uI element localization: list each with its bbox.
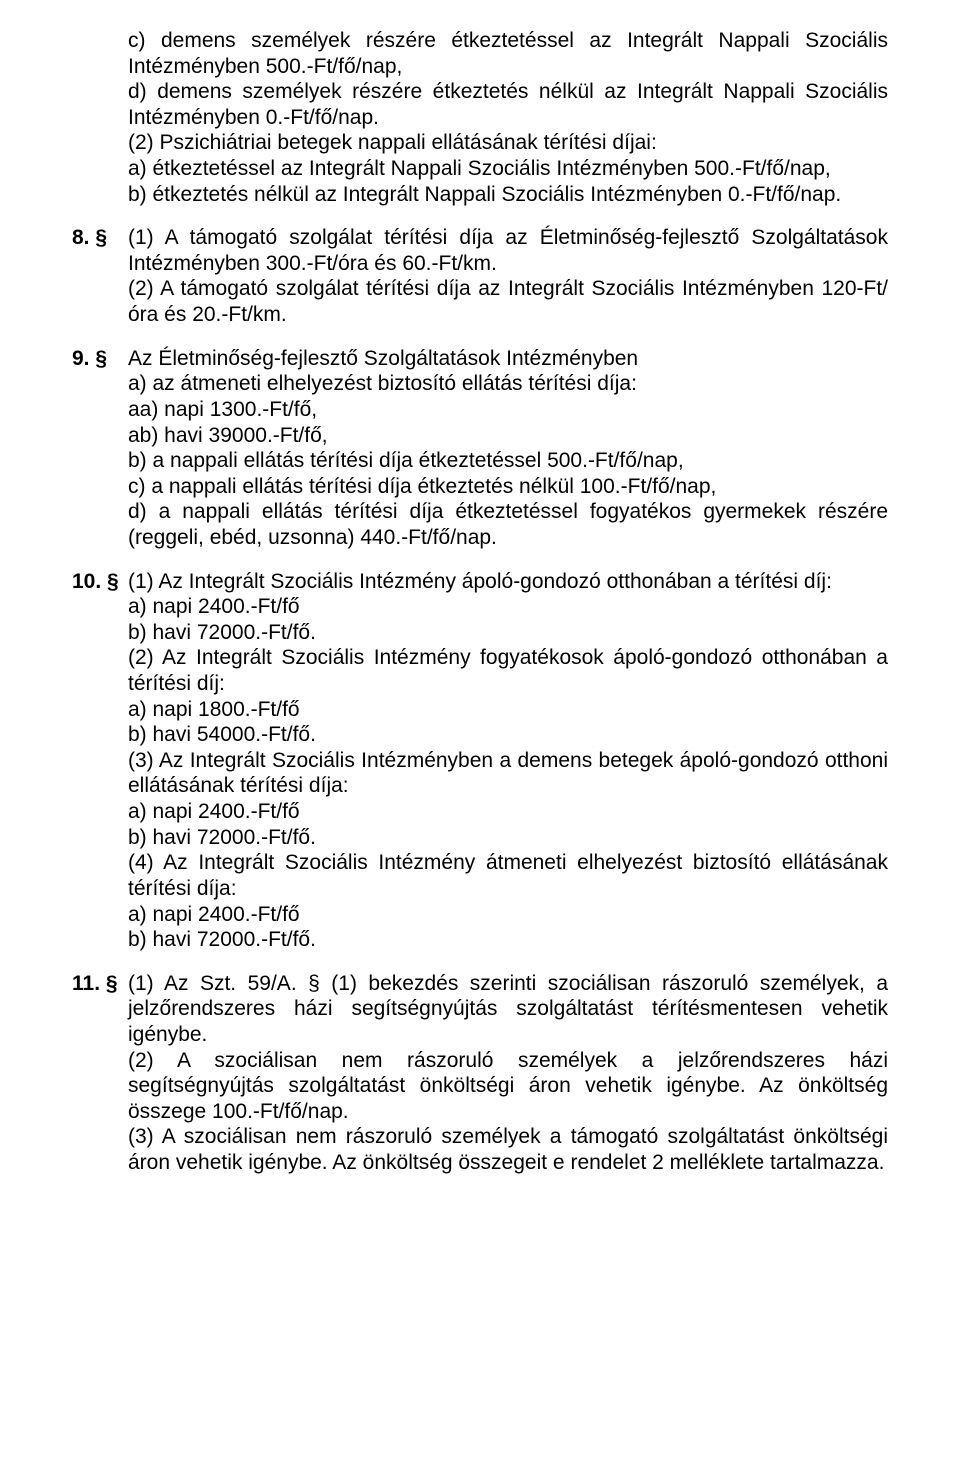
intro-p2-b: b) étkeztetés nélkül az Integrált Nappal… <box>128 182 888 208</box>
section-11-p2: (2) A szociálisan nem rászoruló személye… <box>128 1048 888 1125</box>
section-10-p3a: a) napi 2400.-Ft/fő <box>128 799 888 825</box>
section-11-num: 11. § <box>72 971 128 997</box>
section-10-p2a: a) napi 1800.-Ft/fő <box>128 697 888 723</box>
section-9-c: c) a nappali ellátás térítési díja étkez… <box>128 474 888 500</box>
intro-p2-head: (2) Pszichiátriai betegek nappali ellátá… <box>128 130 888 156</box>
section-9-num: 9. § <box>72 346 128 372</box>
section-11-p1: (1) Az Szt. 59/A. § (1) bekezdés szerint… <box>128 971 888 1048</box>
section-11: 11. § (1) Az Szt. 59/A. § (1) bekezdés s… <box>72 971 888 1176</box>
section-10-p4: (4) Az Integrált Szociális Intézmény átm… <box>128 850 888 901</box>
section-9-aa: aa) napi 1300.-Ft/fő, <box>128 397 888 423</box>
section-10-p4a: a) napi 2400.-Ft/fő <box>128 902 888 928</box>
section-10-p1a: a) napi 2400.-Ft/fő <box>128 594 888 620</box>
section-10-p1: (1) Az Integrált Szociális Intézmény ápo… <box>128 569 888 595</box>
section-10-p1b: b) havi 72000.-Ft/fő. <box>128 620 888 646</box>
section-10-p3b: b) havi 72000.-Ft/fő. <box>128 825 888 851</box>
section-9-ab: ab) havi 39000.-Ft/fő, <box>128 423 888 449</box>
intro-p2-a: a) étkeztetéssel az Integrált Nappali Sz… <box>128 156 888 182</box>
section-10-p2b: b) havi 54000.-Ft/fő. <box>128 722 888 748</box>
intro-d: d) demens személyek részére étkeztetés n… <box>128 79 888 130</box>
section-10-p4b: b) havi 72000.-Ft/fő. <box>128 927 888 953</box>
section-9-lead: Az Életminőség-fejlesztő Szolgáltatások … <box>128 346 888 372</box>
section-9: 9. § Az Életminőség-fejlesztő Szolgáltat… <box>72 346 888 551</box>
section-8-num: 8. § <box>72 225 128 251</box>
section-8-p1: (1) A támogató szolgálat térítési díja a… <box>128 225 888 276</box>
section-10-p2: (2) Az Integrált Szociális Intézmény fog… <box>128 645 888 696</box>
section-8-p2: (2) A támogató szolgálat térítési díja a… <box>128 276 888 327</box>
section-9-a: a) az átmeneti elhelyezést biztosító ell… <box>128 371 888 397</box>
section-9-b: b) a nappali ellátás térítési díja étkez… <box>128 448 888 474</box>
section-10-num: 10. § <box>72 569 128 595</box>
section-11-p3: (3) A szociálisan nem rászoruló személye… <box>128 1124 888 1175</box>
intro-block: c) demens személyek részére étkeztetésse… <box>128 28 888 207</box>
section-8: 8. § (1) A támogató szolgálat térítési d… <box>72 225 888 327</box>
section-10-p3: (3) Az Integrált Szociális Intézményben … <box>128 748 888 799</box>
section-10: 10. § (1) Az Integrált Szociális Intézmé… <box>72 569 888 953</box>
section-9-d: d) a nappali ellátás térítési díja étkez… <box>128 499 888 550</box>
intro-c: c) demens személyek részére étkeztetésse… <box>128 28 888 79</box>
